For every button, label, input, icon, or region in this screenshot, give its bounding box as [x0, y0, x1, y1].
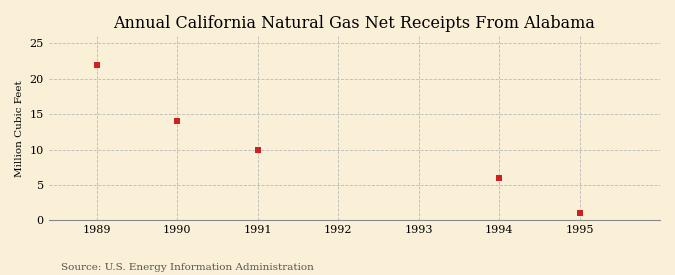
- Point: [172, 119, 183, 123]
- Point: [92, 62, 103, 67]
- Point: [493, 176, 504, 180]
- Text: Source: U.S. Energy Information Administration: Source: U.S. Energy Information Administ…: [61, 263, 314, 272]
- Y-axis label: Million Cubic Feet: Million Cubic Feet: [15, 80, 24, 177]
- Point: [252, 147, 263, 152]
- Title: Annual California Natural Gas Net Receipts From Alabama: Annual California Natural Gas Net Receip…: [113, 15, 595, 32]
- Point: [574, 211, 585, 216]
